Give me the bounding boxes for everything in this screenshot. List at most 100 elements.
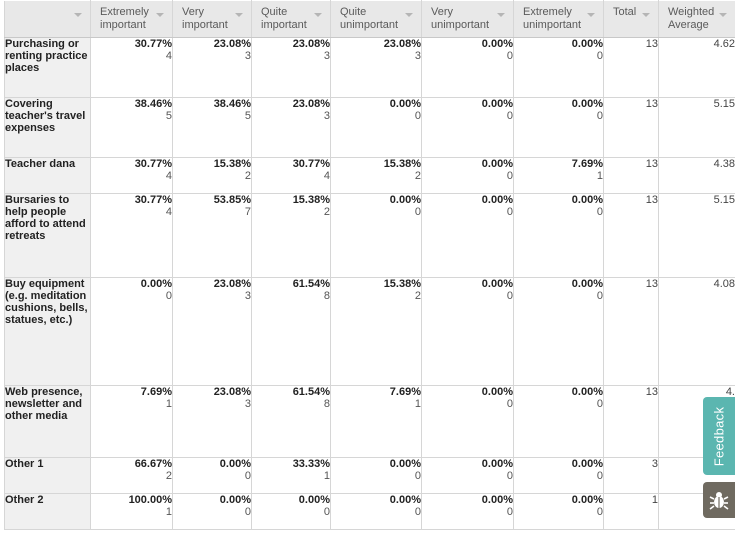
column-header[interactable]: Quite unimportant (330, 0, 422, 38)
response-cell: 23.08% 3 (172, 385, 252, 458)
response-cell: 0.00% 0 (421, 457, 514, 494)
response-percent: 0.00% (389, 98, 421, 110)
response-cell: 0.00% 0 (513, 37, 604, 98)
response-percent: 23.08% (213, 38, 251, 50)
feedback-label: Feedback (711, 406, 727, 466)
weighted-average-cell: 5.15 (658, 97, 735, 158)
response-percent: 0.00% (481, 98, 513, 110)
response-count: 0 (596, 470, 603, 482)
response-cell: 0.00% 0 (421, 493, 514, 530)
response-cell: 23.08% 3 (251, 37, 331, 98)
response-percent: 0.00% (571, 458, 603, 470)
column-header[interactable]: Very unimportant (421, 0, 514, 38)
response-count: 2 (414, 170, 421, 182)
response-count: 0 (506, 50, 513, 62)
sort-caret-icon (156, 13, 164, 17)
response-cell: 7.69% 1 (513, 157, 604, 194)
total-cell: 13 (603, 277, 659, 386)
response-cell: 0.00% 0 (421, 385, 514, 458)
response-cell: 30.77% 4 (90, 193, 173, 278)
total-cell: 13 (603, 385, 659, 458)
response-count: 5 (165, 110, 172, 122)
response-count: 0 (165, 290, 172, 302)
response-cell: 0.00% 0 (251, 493, 331, 530)
response-percent: 0.00% (140, 278, 172, 290)
weighted-average-cell: 4.62 (658, 37, 735, 98)
response-cell: 61.54% 8 (251, 385, 331, 458)
response-cell: 0.00% 0 (421, 277, 514, 386)
table-row: Bursaries to help people afford to atten… (4, 193, 735, 278)
response-percent: 0.00% (389, 194, 421, 206)
response-count: 8 (323, 290, 330, 302)
sort-caret-icon (642, 13, 650, 17)
response-percent: 0.00% (481, 158, 513, 170)
response-count: 2 (323, 206, 330, 218)
column-header[interactable]: Very important (172, 0, 252, 38)
response-count: 0 (244, 470, 251, 482)
bug-icon (709, 492, 729, 510)
response-cell: 0.00% 0 (172, 493, 252, 530)
response-count: 0 (244, 506, 251, 518)
response-count: 0 (506, 110, 513, 122)
response-cell: 23.08% 3 (251, 97, 331, 158)
response-count: 4 (165, 206, 172, 218)
response-percent: 33.33% (292, 458, 330, 470)
response-percent: 0.00% (298, 494, 330, 506)
response-count: 0 (414, 470, 421, 482)
response-cell: 38.46% 5 (172, 97, 252, 158)
response-count: 3 (414, 50, 421, 62)
response-percent: 23.08% (213, 386, 251, 398)
response-cell: 15.38% 2 (330, 277, 422, 386)
response-cell: 0.00% 0 (513, 193, 604, 278)
response-cell: 0.00% 0 (513, 277, 604, 386)
response-count: 3 (244, 50, 251, 62)
response-count: 0 (506, 170, 513, 182)
column-header-weighted-average[interactable]: Weighted Average (658, 0, 735, 38)
response-count: 1 (165, 506, 172, 518)
total-cell: 13 (603, 157, 659, 194)
response-cell: 0.00% 0 (172, 457, 252, 494)
sort-caret-icon (74, 13, 82, 17)
response-percent: 61.54% (292, 278, 330, 290)
response-count: 0 (414, 506, 421, 518)
response-cell: 0.00% 0 (421, 97, 514, 158)
response-cell: 23.08% 3 (330, 37, 422, 98)
response-cell: 0.00% 0 (421, 157, 514, 194)
response-count: 0 (414, 110, 421, 122)
response-cell: 33.33% 1 (251, 457, 331, 494)
column-header[interactable]: Extremely unimportant (513, 0, 604, 38)
sort-caret-icon (235, 13, 243, 17)
response-count: 8 (323, 398, 330, 410)
bug-report-button[interactable] (703, 482, 735, 518)
row-label-header[interactable] (4, 0, 91, 38)
response-count: 0 (506, 290, 513, 302)
feedback-tab[interactable]: Feedback (703, 397, 735, 475)
response-percent: 38.46% (213, 98, 251, 110)
row-label: Teacher dana (4, 157, 91, 194)
response-count: 4 (165, 170, 172, 182)
response-cell: 0.00% 0 (330, 97, 422, 158)
response-count: 0 (596, 206, 603, 218)
response-count: 0 (323, 506, 330, 518)
response-cell: 7.69% 1 (330, 385, 422, 458)
response-percent: 61.54% (292, 386, 330, 398)
response-count: 0 (596, 110, 603, 122)
response-percent: 15.38% (383, 278, 421, 290)
total-cell: 13 (603, 193, 659, 278)
column-header[interactable]: Quite important (251, 0, 331, 38)
column-header-total[interactable]: Total (603, 0, 659, 38)
table-body: Purchasing or renting practice places 30.… (4, 37, 735, 530)
response-cell: 23.08% 3 (172, 37, 252, 98)
response-percent: 0.00% (389, 494, 421, 506)
total-cell: 1 (603, 493, 659, 530)
response-percent: 0.00% (219, 458, 251, 470)
sort-caret-icon (405, 13, 413, 17)
response-cell: 0.00% 0 (513, 385, 604, 458)
response-count: 1 (596, 170, 603, 182)
response-cell: 0.00% 0 (513, 457, 604, 494)
response-cell: 0.00% 0 (90, 277, 173, 386)
sort-caret-icon (314, 13, 322, 17)
table-row: Purchasing or renting practice places 30.… (4, 37, 735, 98)
response-cell: 0.00% 0 (421, 37, 514, 98)
column-header[interactable]: Extremely important (90, 0, 173, 38)
